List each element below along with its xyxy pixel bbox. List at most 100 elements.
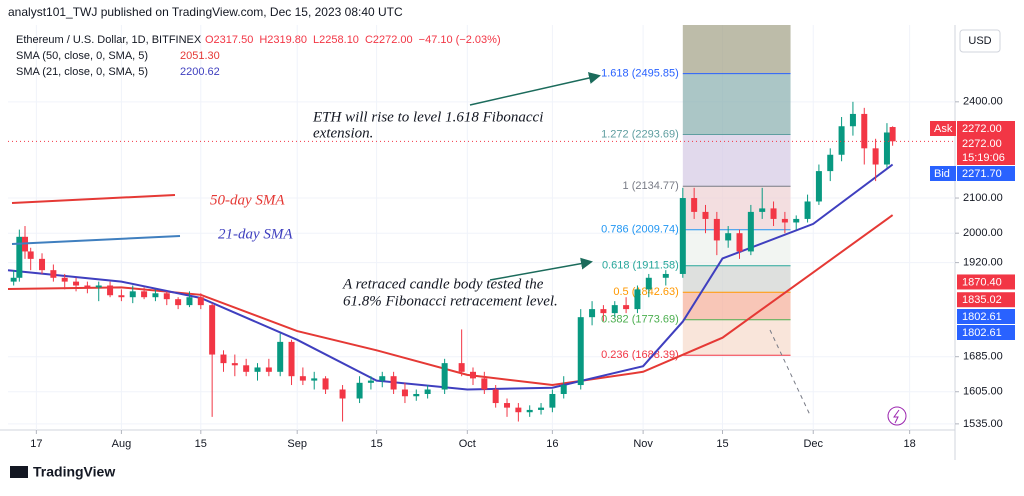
- y-tick-label: 2400.00: [963, 96, 1003, 108]
- candle-body: [713, 218, 720, 241]
- footer: TradingView: [33, 464, 115, 480]
- candle-body: [277, 341, 284, 372]
- candle-body: [747, 211, 754, 252]
- candle-body: [197, 297, 204, 306]
- candle-body: [702, 211, 709, 219]
- y-tick-label: 1685.00: [963, 351, 1003, 363]
- candle-body: [129, 291, 136, 298]
- candle-body: [838, 126, 845, 155]
- ask-box: [930, 121, 956, 136]
- candle-body: [549, 393, 556, 408]
- candle-body: [827, 154, 834, 172]
- candle-body: [163, 293, 170, 300]
- y-tick-label: 2100.00: [963, 192, 1003, 204]
- candle-body: [623, 305, 630, 310]
- candle-body: [175, 299, 182, 306]
- currency: USD: [968, 35, 991, 47]
- y-tick-label: 2000.00: [963, 227, 1003, 239]
- candle-body: [243, 365, 250, 372]
- candle-body: [61, 277, 68, 282]
- sma21-pointer: [11, 235, 181, 245]
- y-tick-label: 1535.00: [963, 418, 1003, 430]
- symbol: Ethereum / U.S. Dollar, 1D, BITFINEX: [16, 34, 202, 46]
- fib-label: 0.786 (2009.74): [601, 224, 679, 236]
- bid-label: Bid: [934, 168, 950, 180]
- candle-body: [458, 363, 465, 372]
- annotation: A retraced candle body tested the: [342, 276, 544, 292]
- y-tick-label: 1920.00: [963, 257, 1003, 269]
- candle-body: [84, 285, 91, 288]
- candle-body: [95, 285, 102, 288]
- x-tick-label: 15: [195, 438, 207, 450]
- x-tick-label: Oct: [459, 438, 476, 450]
- fib-band: [682, 25, 791, 74]
- sma50-pointer: [11, 194, 176, 204]
- candle-body: [611, 305, 618, 314]
- candle-body: [691, 198, 698, 212]
- countdown: 15:19:06: [962, 152, 1005, 164]
- fib-band: [682, 265, 791, 293]
- price-tag: [957, 121, 1015, 136]
- x-tick-label: 17: [30, 438, 42, 450]
- fib-label: 0.236 (1688.39): [601, 349, 679, 361]
- candle-body: [322, 378, 329, 390]
- fib-band: [682, 73, 791, 135]
- candle-body: [299, 376, 306, 381]
- fib-label: 0.382 (1773.69): [601, 314, 679, 326]
- x-tick-label: Nov: [633, 438, 653, 450]
- candle-body: [367, 380, 374, 383]
- arrow: [469, 72, 601, 106]
- candle-body: [725, 233, 732, 241]
- lightning-icon[interactable]: [887, 406, 907, 426]
- annotation: ETH will rise to level 1.618 Fibonacci: [312, 109, 543, 125]
- candle-body: [849, 113, 856, 127]
- price-tag: [957, 166, 1015, 181]
- candle-body: [804, 201, 811, 219]
- candle-body: [152, 293, 159, 298]
- candle-body: [538, 407, 545, 410]
- candle-body: [73, 281, 80, 286]
- candle-body: [736, 233, 743, 252]
- candle-body: [883, 132, 890, 165]
- price-tag: [957, 309, 1015, 324]
- candle-body: [492, 389, 499, 404]
- candle-body: [288, 341, 295, 377]
- candle-body: [441, 363, 448, 390]
- candle-body: [50, 270, 57, 278]
- ohlc-value: C2272.00: [365, 34, 413, 46]
- candle-body: [600, 309, 607, 314]
- price-tag: [957, 136, 1015, 151]
- fib-label: 1.618 (2495.85): [601, 68, 679, 80]
- candle-body: [231, 363, 238, 366]
- candle-body: [526, 409, 533, 413]
- x-tick-label: Dec: [803, 438, 823, 450]
- candle-body: [770, 208, 777, 219]
- candle-body: [872, 148, 879, 165]
- candle-body: [634, 289, 641, 310]
- candle-body: [339, 389, 346, 399]
- annotation: 50-day SMA: [210, 192, 285, 208]
- sma50-label: SMA (50, close, 0, SMA, 5): [16, 50, 148, 62]
- x-tick-label: 15: [716, 438, 728, 450]
- sma50-value: 2051.30: [180, 50, 220, 62]
- currency-button[interactable]: [959, 29, 1001, 53]
- candle-body: [141, 291, 148, 298]
- price-tag: [957, 292, 1015, 308]
- ohlc-value: H2319.80: [259, 34, 307, 46]
- x-tick-label: 15: [370, 438, 382, 450]
- candle-body: [793, 218, 800, 223]
- annotation: 21-day SMA: [218, 226, 293, 242]
- candle-body: [209, 305, 216, 355]
- sma21-label: SMA (21, close, 0, SMA, 5): [16, 66, 148, 78]
- price-tag-label: 1835.02: [962, 294, 1002, 306]
- candle-body: [515, 407, 522, 413]
- candle-body: [16, 236, 23, 278]
- price-tag-label: 1802.61: [962, 327, 1002, 339]
- x-tick-label: 18: [904, 438, 916, 450]
- fib-label: 0.5 (1842.63): [613, 286, 678, 298]
- y-tick-label: 1605.00: [963, 386, 1003, 398]
- candle-body: [265, 367, 272, 372]
- sma21-value: 2200.62: [180, 66, 220, 78]
